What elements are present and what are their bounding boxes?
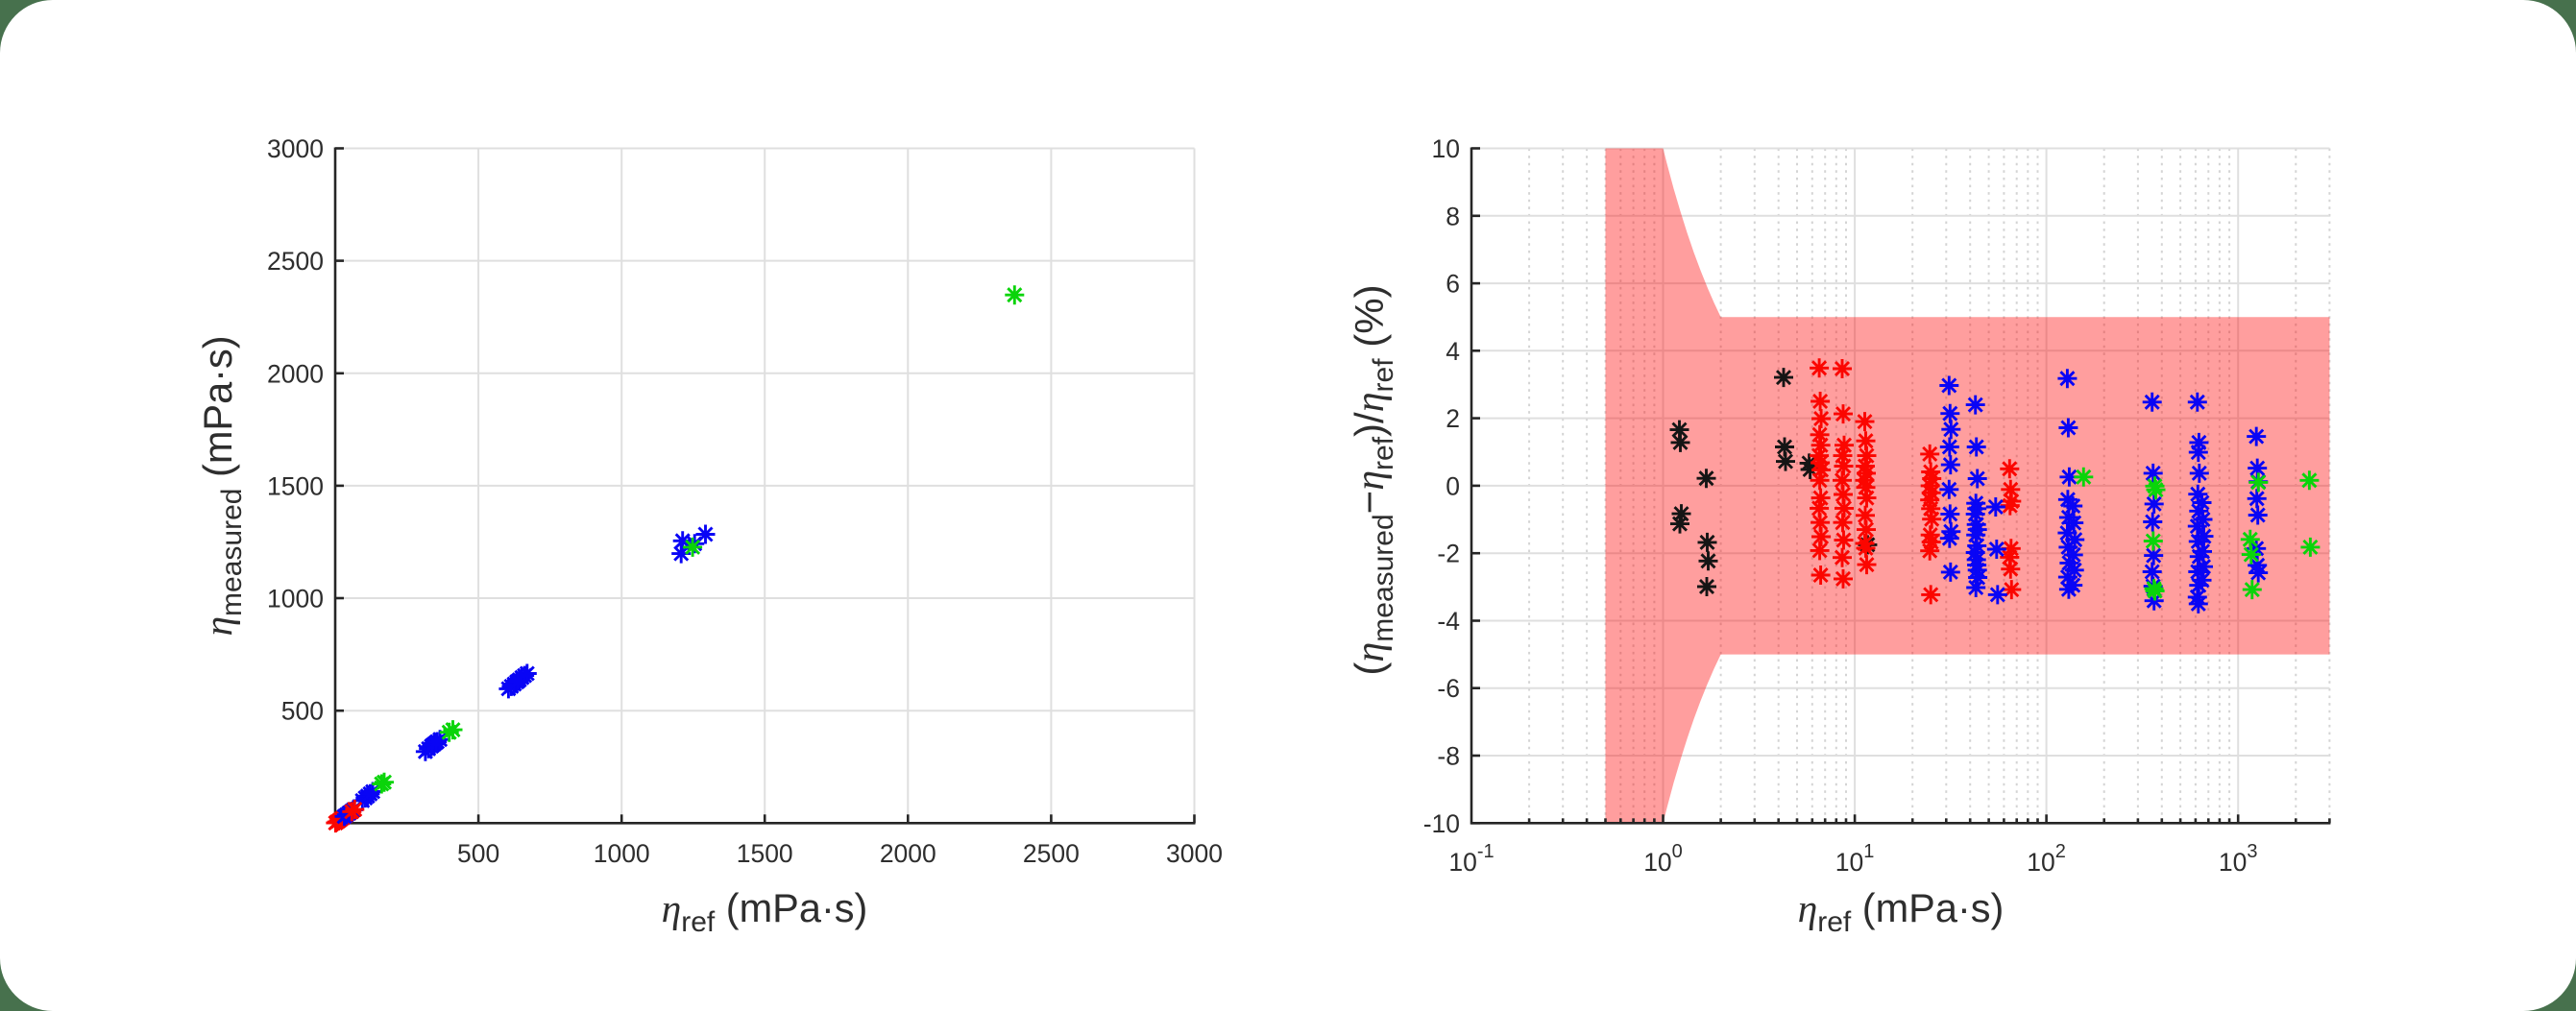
svg-text:500: 500 [281,697,324,726]
svg-text:3000: 3000 [1166,839,1223,868]
svg-text:2000: 2000 [267,359,324,388]
svg-text:2: 2 [1446,404,1460,433]
svg-text:8: 8 [1446,202,1460,230]
svg-text:ηmeasured​ (mPa·s): ηmeasured​ (mPa·s) [195,335,248,636]
svg-text:0: 0 [1446,471,1460,500]
svg-text:1000: 1000 [267,585,324,614]
svg-text:3000: 3000 [267,134,324,163]
svg-text:-4: -4 [1437,607,1460,636]
svg-text:ηref​ (mPa·s): ηref​ (mPa·s) [662,885,868,938]
svg-text:-10: -10 [1423,809,1460,838]
svg-text:ηref​ (mPa·s): ηref​ (mPa·s) [1798,885,2005,938]
svg-text:1500: 1500 [267,471,324,500]
svg-text:-6: -6 [1437,674,1460,703]
svg-text:2000: 2000 [880,839,936,868]
svg-text:500: 500 [457,839,499,868]
svg-text:2500: 2500 [267,247,324,276]
svg-text:1500: 1500 [737,839,793,868]
svg-text:10: 10 [1432,134,1460,163]
svg-text:2500: 2500 [1023,839,1080,868]
svg-text:-2: -2 [1437,540,1460,568]
svg-text:6: 6 [1446,270,1460,299]
svg-text:1000: 1000 [594,839,650,868]
svg-text:10-1: 10-1 [1448,841,1494,877]
svg-text:4: 4 [1446,337,1460,366]
svg-text:-8: -8 [1437,742,1460,771]
